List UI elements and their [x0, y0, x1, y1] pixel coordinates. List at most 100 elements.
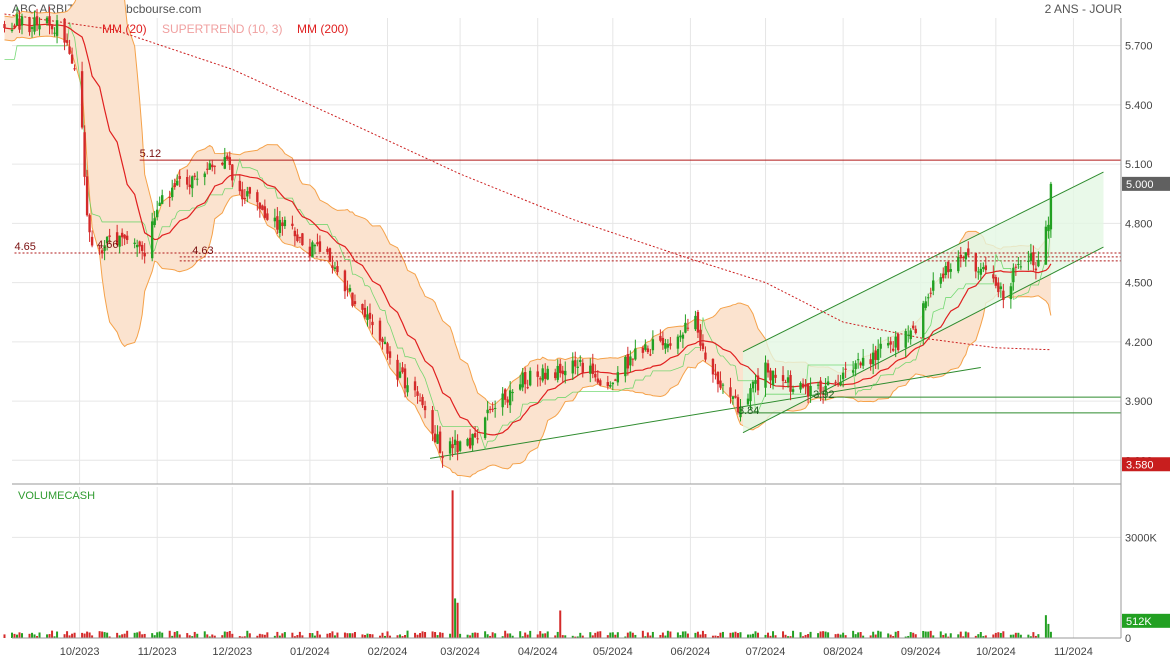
candle-body [1037, 259, 1040, 267]
candle-body [669, 343, 672, 346]
volume-bar [1047, 623, 1050, 638]
volume-bar [441, 632, 444, 638]
volume-bar [228, 631, 231, 638]
candle-body [238, 180, 242, 192]
candle-body [634, 348, 637, 360]
candle-body [651, 339, 655, 351]
price-tick-label: 5.400 [1125, 100, 1153, 112]
volume-bar [862, 635, 865, 638]
volume-bar [754, 631, 757, 638]
mm200-path [4, 13, 1051, 351]
candle-body [301, 233, 304, 246]
volume-bar [701, 630, 704, 638]
candle-body [599, 380, 602, 386]
candle-body [804, 384, 807, 387]
candle-body [924, 301, 927, 308]
volume-bar [824, 631, 827, 638]
volume-bar [789, 636, 792, 638]
candle-body [125, 235, 129, 241]
volume-bar [614, 634, 617, 638]
candle-body [644, 344, 647, 350]
volume-bar [474, 632, 477, 638]
volume-bar [11, 632, 13, 638]
candle-body [686, 327, 690, 329]
candle-body [456, 440, 459, 453]
volume-bar [191, 636, 194, 638]
candle-body [977, 271, 980, 273]
candle-body [33, 17, 36, 32]
candle-body [291, 223, 294, 226]
volume-bar [907, 635, 910, 638]
volume-bar [536, 634, 539, 638]
candle-body [328, 248, 332, 262]
volume-bar [764, 634, 767, 638]
volume-bar [564, 635, 567, 638]
candle-body [191, 176, 194, 189]
volume-bar [53, 636, 56, 638]
candle-body [942, 273, 945, 279]
volume-bar [929, 630, 932, 638]
volume-bar [626, 632, 629, 638]
volume-bar [994, 632, 997, 638]
volume-bar [1017, 632, 1020, 638]
candle-body [20, 16, 24, 26]
candle-body [138, 241, 141, 247]
volume-bar [546, 631, 549, 638]
volume-bar [609, 632, 612, 638]
volume-bar [161, 632, 164, 638]
volume-bar [554, 635, 557, 638]
volume-bar [208, 636, 211, 638]
price-tick-label: 3.900 [1125, 396, 1153, 408]
candle-body [188, 184, 191, 188]
date-tick-label: 05/2024 [593, 646, 633, 658]
volume-bar [767, 632, 770, 638]
volume-bar [258, 633, 261, 638]
candle-body [243, 197, 247, 200]
candle-body [186, 176, 189, 185]
volume-bar [1002, 631, 1005, 638]
volume-bar [827, 632, 830, 638]
candle-body [211, 164, 214, 168]
volume-bar [301, 635, 304, 638]
candle-body [561, 370, 564, 375]
volume-bar [221, 635, 224, 638]
volume-bar [749, 634, 752, 638]
volume-bar [424, 632, 427, 638]
candle-body [681, 334, 685, 339]
candle-body [806, 383, 810, 397]
candle-body [764, 362, 767, 388]
candle-body [213, 165, 216, 167]
candle-body [714, 373, 717, 375]
volume-bar [246, 630, 249, 638]
candle-body [641, 347, 645, 353]
candle-body [809, 385, 812, 396]
candle-body [699, 329, 702, 346]
volume-bar [126, 630, 129, 638]
volume-bar [774, 635, 777, 638]
candle-body [436, 434, 439, 444]
volume-bar [734, 631, 737, 638]
candle-body [891, 348, 895, 351]
volume-bar [318, 634, 321, 638]
candle-body [649, 354, 652, 356]
candle-body [108, 235, 111, 237]
candle-body [962, 257, 965, 259]
bollinger-bands [4, 0, 1052, 478]
volume-bar [133, 632, 136, 638]
price-tick-label: 5.700 [1125, 41, 1153, 53]
candle-body [28, 17, 31, 33]
candle-body [401, 367, 404, 373]
candle-body [546, 368, 549, 380]
volume-bar [616, 632, 619, 638]
volume-bar [36, 636, 39, 638]
volume-bar [942, 634, 945, 638]
candle-body [231, 164, 234, 181]
volume-bar [368, 634, 371, 638]
candle-body [554, 372, 557, 379]
volume-bar [1029, 636, 1032, 638]
candle-body [874, 350, 877, 360]
candle-body [791, 389, 795, 392]
volume-bar [716, 636, 719, 638]
volume-bar [649, 635, 652, 638]
candle-body [441, 455, 444, 459]
